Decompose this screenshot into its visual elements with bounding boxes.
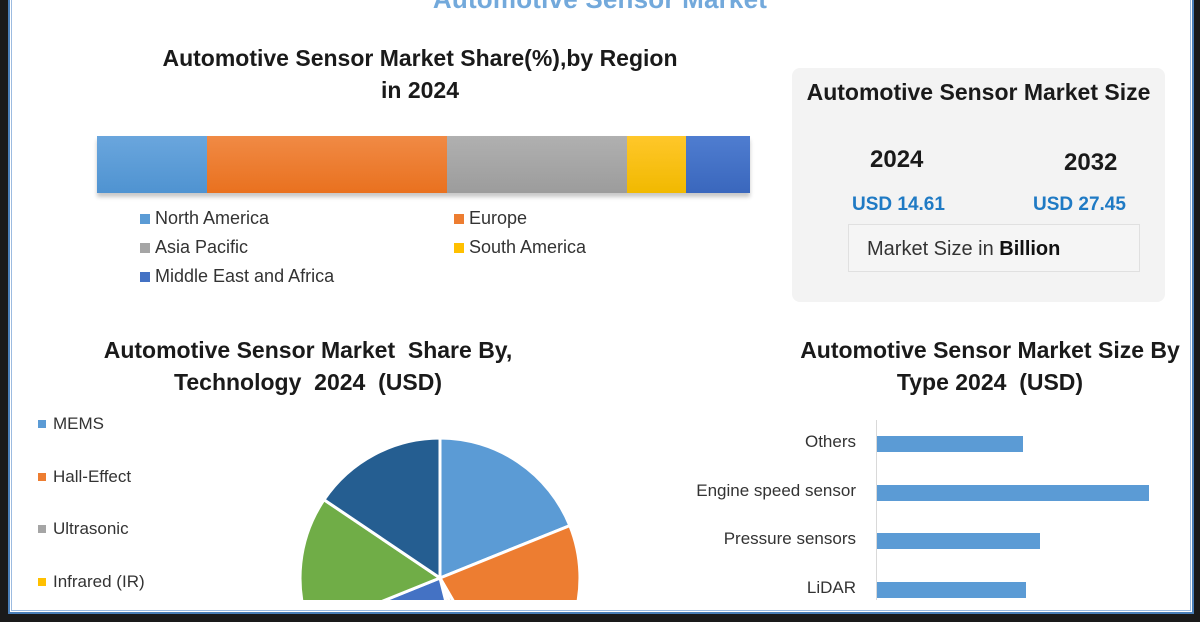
pie-slice-green (298, 498, 442, 600)
note-unit: Billion (999, 238, 1061, 260)
bar-label: LiDAR (806, 578, 856, 597)
technology-chart-title-line1: Automotive Sensor Market Share By, (103, 337, 513, 363)
bar-others (877, 436, 1023, 452)
market-size-title: Automotive Sensor Market Size (806, 79, 1151, 105)
legend-item-south-america: South America (454, 237, 654, 258)
bar-row-pressure-sensors: Pressure sensors (660, 529, 1200, 551)
bar-pressure-sensors (877, 533, 1040, 549)
market-size-card: Automotive Sensor Market Size 2024 2032 … (792, 68, 1165, 302)
legend-item-hall-effect: Hall-Effect (38, 465, 145, 489)
pie-slice-ultrasonic (438, 576, 455, 600)
technology-chart-title-line2: Technology 2024 (USD) (174, 369, 442, 395)
technology-chart-title: Automotive Sensor Market Share By, Techn… (58, 334, 558, 398)
bar-row-lidar: LiDAR (660, 578, 1200, 600)
legend-label: Europe (469, 208, 528, 228)
note-prefix: Market Size in (867, 238, 1000, 260)
pie-slice-hall-effect (438, 524, 582, 600)
type-chart-title-line1: Automotive Sensor Market Size By (800, 337, 1180, 363)
bar-label: Others (804, 432, 856, 451)
bar-row-others: Others (660, 432, 1200, 454)
segment-middle-east-africa (686, 136, 750, 193)
legend-swatch-icon (454, 242, 464, 253)
pie-slice-mems (438, 436, 572, 580)
bar-lidar (877, 582, 1026, 598)
legend-swatch-icon (140, 213, 150, 224)
type-chart-axis (876, 420, 877, 600)
technology-pie-chart (298, 436, 582, 600)
year-2024: 2024 (870, 146, 924, 173)
legend-item-mems: MEMS (38, 412, 145, 436)
legend-swatch-icon (140, 271, 150, 282)
region-chart-title: Automotive Sensor Market Share(%),by Reg… (120, 42, 720, 106)
legend-swatch-icon (454, 213, 464, 224)
segment-asia-pacific (447, 136, 627, 193)
legend-item-ultrasonic: Ultrasonic (38, 517, 145, 541)
pie-slice-navy (322, 436, 442, 580)
legend-swatch-icon (38, 577, 46, 586)
segment-north-america (97, 136, 207, 193)
segment-south-america (627, 136, 686, 193)
bar-label: Engine speed sensor (696, 481, 856, 500)
year-2032: 2032 (1064, 149, 1118, 176)
legend-label: Asia Pacific (155, 237, 249, 257)
legend-label: South America (469, 237, 587, 257)
main-title: Automotive Sensor Market (0, 0, 1200, 15)
legend-swatch-icon (38, 420, 46, 428)
legend-item-middle-east-africa: Middle East and Africa (140, 266, 454, 287)
legend-swatch-icon (38, 472, 46, 481)
region-stacked-bar (97, 136, 750, 193)
legend-label: Middle East and Africa (155, 266, 335, 286)
legend-item-infrared: Infrared (IR) (38, 570, 145, 594)
legend-item-north-america: North America (140, 208, 454, 229)
technology-legend: MEMS Hall-Effect Ultrasonic Infrared (IR… (38, 412, 145, 622)
legend-label: Infrared (IR) (53, 571, 145, 591)
bar-label: Pressure sensors (723, 529, 856, 548)
legend-label: Ultrasonic (53, 519, 129, 538)
legend-label: North America (155, 208, 270, 228)
legend-label: Hall-Effect (53, 466, 132, 486)
region-legend: North America Europe Asia Pacific South … (140, 208, 660, 287)
region-chart-title-line2: in 2024 (381, 77, 459, 103)
market-size-unit-note: Market Size in Billion (848, 224, 1140, 272)
legend-item-asia-pacific: Asia Pacific (140, 237, 454, 258)
bar-engine-speed-sensor (877, 485, 1149, 501)
type-chart-title: Automotive Sensor Market Size By Type 20… (740, 334, 1200, 398)
type-chart-title-line2: Type 2024 (USD) (896, 369, 1084, 395)
legend-label: MEMS (53, 414, 104, 433)
value-2032: USD 27.45 (1033, 194, 1126, 215)
legend-item-europe: Europe (454, 208, 654, 229)
legend-swatch-icon (38, 525, 46, 533)
value-2024: USD 14.61 (852, 194, 945, 215)
region-chart-title-line1: Automotive Sensor Market Share(%),by Reg… (162, 45, 678, 71)
legend-swatch-icon (140, 242, 150, 253)
segment-europe (207, 136, 447, 193)
bar-row-engine-speed-sensor: Engine speed sensor (660, 481, 1200, 503)
